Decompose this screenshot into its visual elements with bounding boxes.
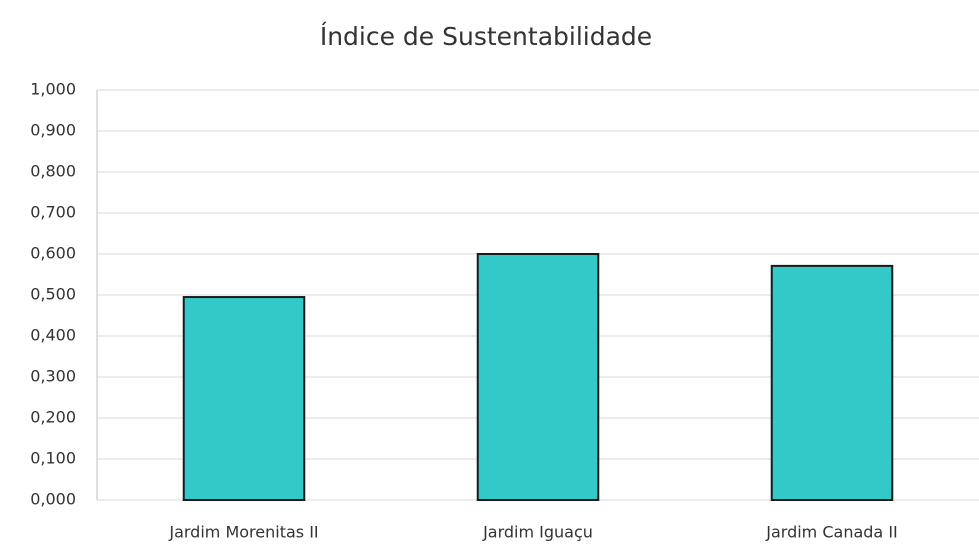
y-tick-label: 0,200 (30, 408, 76, 427)
bar (770, 264, 894, 502)
y-tick-label: 0,000 (30, 490, 76, 509)
y-tick-label: 0,900 (30, 121, 76, 140)
y-tick-label: 0,400 (30, 326, 76, 345)
bar (182, 296, 306, 501)
y-tick-label: 0,800 (30, 162, 76, 181)
y-tick-label: 0,100 (30, 449, 76, 468)
y-tick-label: 1,000 (30, 80, 76, 99)
x-tick-label: Jardim Canada II (765, 523, 898, 542)
x-tick-label: Jardim Iguaçu (482, 523, 593, 542)
y-tick-label: 0,600 (30, 244, 76, 263)
y-tick-label: 0,700 (30, 203, 76, 222)
chart-title: Índice de Sustentabilidade (320, 22, 652, 51)
y-tick-label: 0,500 (30, 285, 76, 304)
y-tick-label: 0,300 (30, 367, 76, 386)
bar (476, 253, 600, 501)
x-tick-label: Jardim Morenitas II (168, 523, 318, 542)
